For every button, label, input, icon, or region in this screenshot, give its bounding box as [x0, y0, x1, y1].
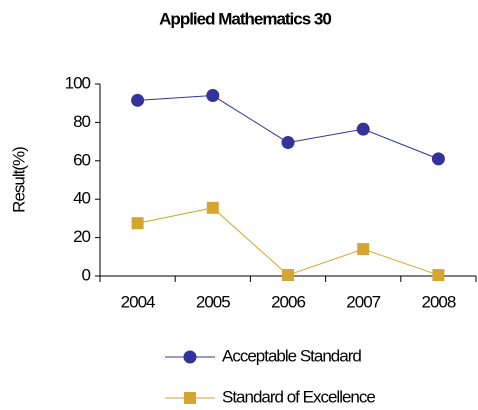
y-tick-label: 20 — [73, 227, 90, 246]
legend-marker — [183, 350, 197, 364]
legend-label: Acceptable Standard — [222, 346, 361, 365]
data-point — [131, 217, 144, 230]
data-point — [131, 93, 145, 107]
legend-label: Standard of Excellence — [222, 387, 375, 406]
data-point — [206, 89, 220, 103]
chart-title: Applied Mathematics 30 — [159, 9, 331, 28]
y-tick-label: 60 — [73, 150, 90, 169]
data-point — [356, 122, 370, 136]
y-axis-label: Result(%) — [9, 147, 28, 213]
y-tick-label: 40 — [73, 189, 90, 208]
data-point — [282, 269, 294, 282]
y-tick-label: 100 — [65, 73, 91, 92]
data-point — [206, 201, 219, 214]
y-tick-label: 0 — [82, 265, 91, 284]
x-tick-label: 2005 — [196, 292, 230, 311]
legend-marker — [184, 392, 196, 404]
y-tick-label: 80 — [73, 112, 90, 131]
series-line — [137, 207, 439, 276]
data-point — [357, 243, 370, 256]
data-point — [281, 136, 295, 150]
data-point — [432, 269, 445, 282]
series-line — [137, 95, 439, 160]
x-tick-label: 2007 — [346, 292, 380, 311]
x-tick-label: 2008 — [421, 292, 455, 311]
data-point — [431, 152, 445, 166]
x-tick-label: 2004 — [121, 292, 155, 311]
x-tick-label: 2006 — [271, 292, 305, 311]
